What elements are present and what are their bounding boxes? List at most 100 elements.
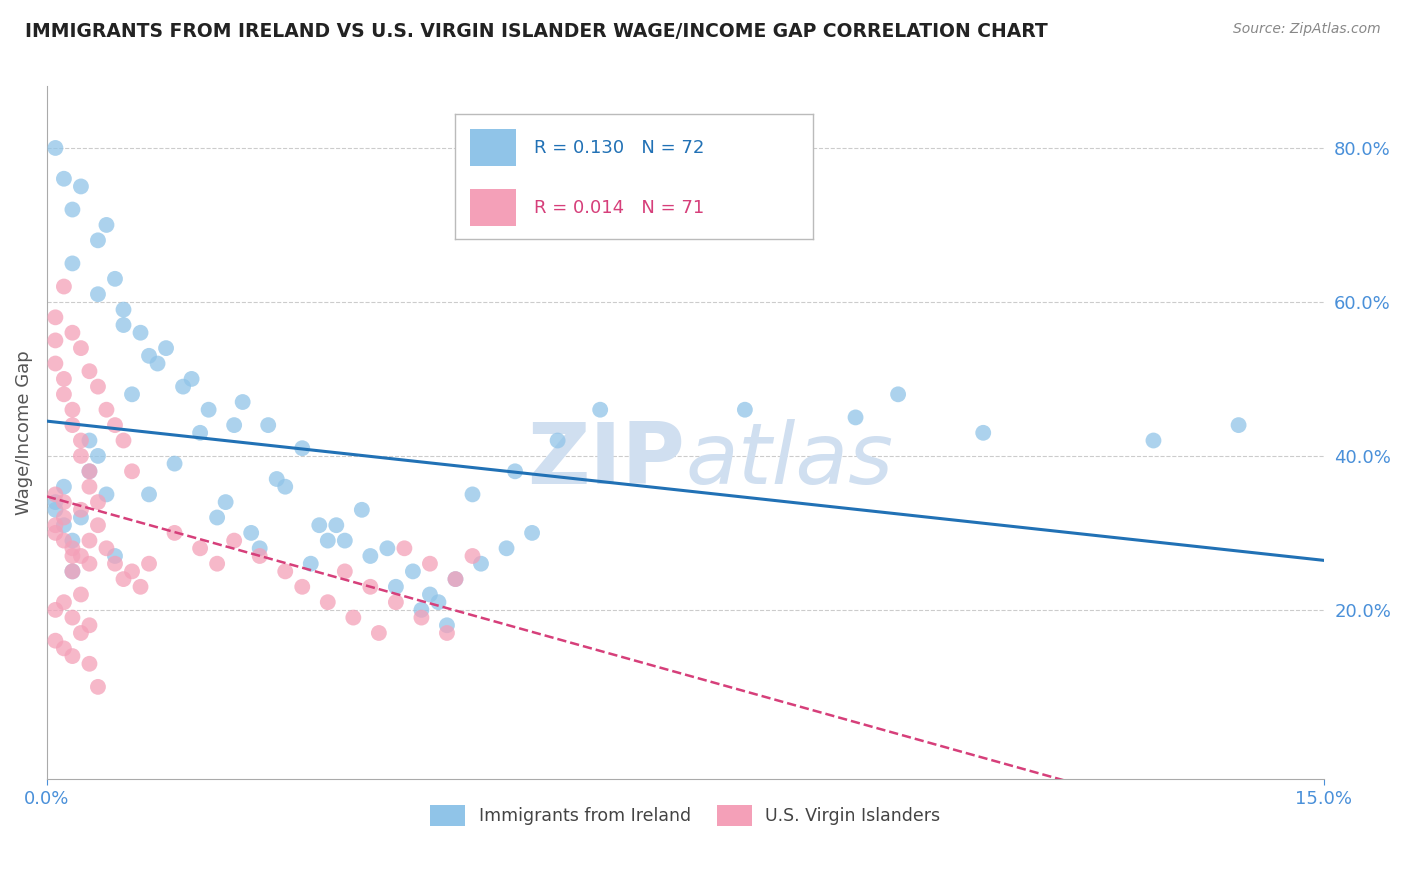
Text: ZIP: ZIP [527, 419, 685, 502]
Point [520, 525, 543, 540]
Y-axis label: Wage/Income Gap: Wage/Income Gap [15, 351, 32, 516]
Point [411, 603, 433, 617]
Point [62, 549, 84, 563]
Point [96, 402, 118, 417]
Point [316, 595, 339, 609]
Point [359, 580, 381, 594]
Text: atlas: atlas [685, 419, 893, 502]
Point [70, 434, 93, 448]
Point [52, 171, 75, 186]
Point [359, 549, 381, 563]
Point [87, 233, 110, 247]
Point [70, 341, 93, 355]
Point [308, 518, 330, 533]
Point [385, 595, 408, 609]
Point [394, 541, 416, 556]
Point [844, 410, 866, 425]
Point [44, 487, 66, 501]
Point [52, 372, 75, 386]
Point [44, 603, 66, 617]
Point [96, 218, 118, 232]
Point [503, 464, 526, 478]
Point [129, 326, 152, 340]
Point [163, 525, 186, 540]
Point [62, 533, 84, 548]
Point [249, 541, 271, 556]
Point [121, 565, 143, 579]
Point [385, 580, 408, 594]
Point [138, 349, 160, 363]
Point [325, 518, 347, 533]
Point [44, 633, 66, 648]
Point [79, 464, 101, 478]
Point [112, 318, 135, 332]
Point [70, 503, 93, 517]
Point [197, 402, 219, 417]
Point [188, 425, 211, 440]
Point [44, 357, 66, 371]
Point [62, 402, 84, 417]
Point [547, 434, 569, 448]
Point [52, 641, 75, 656]
Point [52, 387, 75, 401]
Text: Source: ZipAtlas.com: Source: ZipAtlas.com [1233, 22, 1381, 37]
Point [342, 610, 364, 624]
Point [427, 595, 450, 609]
Point [44, 495, 66, 509]
Text: IMMIGRANTS FROM IRELAND VS U.S. VIRGIN ISLANDER WAGE/INCOME GAP CORRELATION CHAR: IMMIGRANTS FROM IRELAND VS U.S. VIRGIN I… [25, 22, 1047, 41]
Point [52, 480, 75, 494]
Point [70, 549, 93, 563]
Point [44, 141, 66, 155]
Point [44, 525, 66, 540]
Legend: Immigrants from Ireland, U.S. Virgin Islanders: Immigrants from Ireland, U.S. Virgin Isl… [423, 797, 948, 833]
Point [240, 525, 263, 540]
Point [377, 541, 399, 556]
Point [52, 279, 75, 293]
Point [402, 565, 425, 579]
Point [333, 533, 356, 548]
Point [52, 595, 75, 609]
Point [44, 334, 66, 348]
Point [444, 572, 467, 586]
Point [291, 580, 314, 594]
Point [70, 510, 93, 524]
Point [121, 387, 143, 401]
Point [224, 418, 246, 433]
Point [411, 610, 433, 624]
Point [79, 464, 101, 478]
Point [257, 418, 280, 433]
Point [734, 402, 756, 417]
Point [367, 626, 389, 640]
Point [104, 557, 127, 571]
Point [87, 287, 110, 301]
Point [87, 449, 110, 463]
Point [274, 565, 297, 579]
Point [62, 418, 84, 433]
Point [112, 434, 135, 448]
Point [172, 379, 194, 393]
Point [52, 518, 75, 533]
Point [333, 565, 356, 579]
Point [62, 565, 84, 579]
Point [96, 541, 118, 556]
Point [138, 557, 160, 571]
Point [62, 565, 84, 579]
Point [62, 649, 84, 664]
Point [104, 272, 127, 286]
Point [121, 464, 143, 478]
Point [62, 202, 84, 217]
Point [461, 549, 484, 563]
Point [70, 179, 93, 194]
Point [104, 549, 127, 563]
Point [1227, 418, 1250, 433]
Point [79, 618, 101, 632]
Point [163, 457, 186, 471]
Point [146, 357, 169, 371]
Point [291, 441, 314, 455]
Point [70, 626, 93, 640]
Point [214, 495, 236, 509]
Point [461, 487, 484, 501]
Point [62, 326, 84, 340]
Point [887, 387, 910, 401]
Point [138, 487, 160, 501]
